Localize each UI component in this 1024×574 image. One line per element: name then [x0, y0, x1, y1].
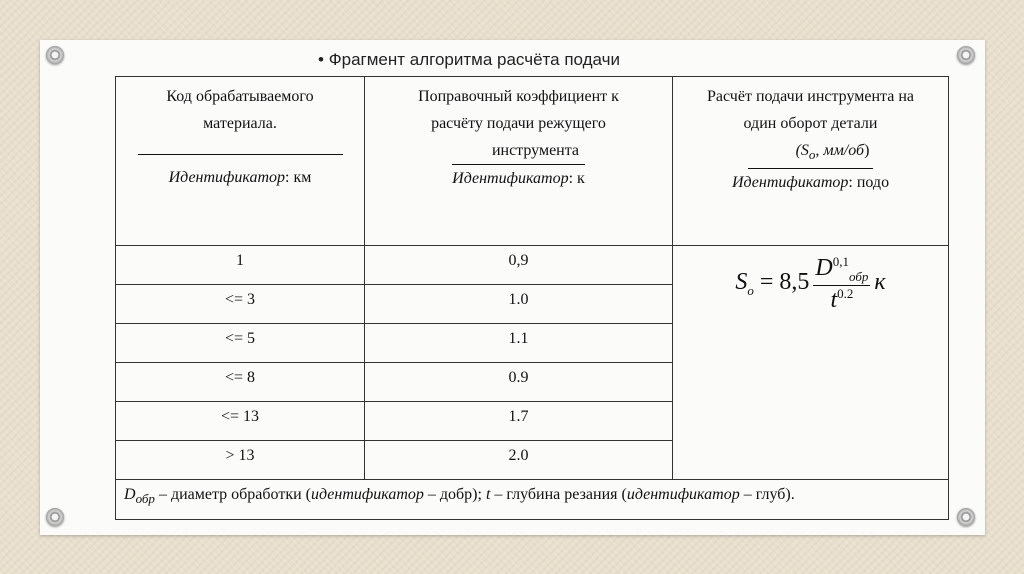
header-material-code: Код обрабатываемого материала. Идентифика…	[115, 76, 365, 246]
pin-icon	[46, 508, 64, 526]
footnote-row: Dобр – диаметр обработки (идентификатор …	[115, 479, 949, 520]
pin-icon	[46, 46, 64, 64]
table-row: 1 0,9 So = 8,5 D0,1обр t0.2 к	[115, 245, 949, 480]
feed-formula: So = 8,5 D0,1обр t0.2 к	[735, 254, 886, 313]
header-feed-calc: Расчёт подачи инструмента на один оборот …	[672, 76, 949, 246]
header-row: Код обрабатываемого материала. Идентифика…	[115, 76, 949, 246]
table-row: <= 8 0.9	[115, 362, 949, 402]
footnote: Dобр – диаметр обработки (идентификатор …	[115, 479, 949, 520]
table-row: > 13 2.0	[115, 440, 949, 480]
formula-cell: So = 8,5 D0,1обр t0.2 к	[672, 245, 949, 480]
table-row: <= 13 1.7	[115, 401, 949, 441]
pin-icon	[957, 508, 975, 526]
title-text: Фрагмент алгоритма расчёта подачи	[328, 50, 620, 69]
slide-title: • Фрагмент алгоритма расчёта подачи	[318, 50, 620, 69]
pin-icon	[957, 46, 975, 64]
table-row: <= 3 1.0	[115, 284, 949, 324]
feed-table: Код обрабатываемого материала. Идентифика…	[115, 76, 949, 520]
header-coefficient: Поправочный коэффициент к расчёту подачи …	[364, 76, 673, 246]
